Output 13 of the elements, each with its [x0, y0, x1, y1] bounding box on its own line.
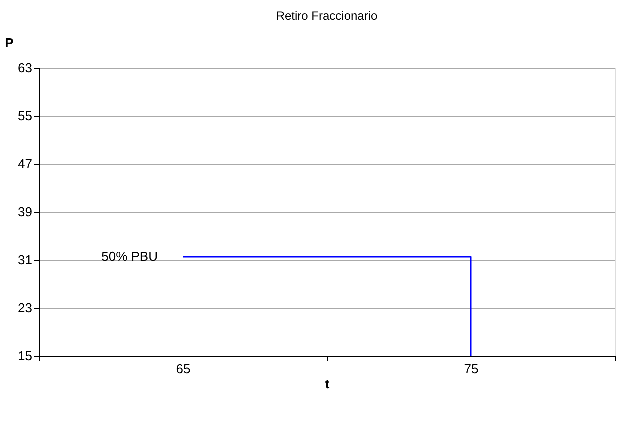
annotation: 50% PBU: [102, 249, 158, 264]
y-tick-label: 55: [18, 108, 32, 124]
y-tick-label: 23: [18, 300, 32, 316]
y-axis-title: P: [5, 36, 14, 50]
y-tick-label: 31: [18, 252, 32, 268]
x-tick-label: 75: [464, 362, 479, 376]
y-tick-label: 47: [18, 156, 32, 172]
chart-title: Retiro Fraccionario: [276, 9, 378, 23]
x-axis-title: t: [325, 376, 330, 392]
y-tick-label: 15: [18, 348, 32, 364]
y-tick-label: 63: [18, 60, 32, 76]
x-tick-label: 65: [176, 362, 191, 376]
y-tick-label: 39: [18, 204, 32, 220]
